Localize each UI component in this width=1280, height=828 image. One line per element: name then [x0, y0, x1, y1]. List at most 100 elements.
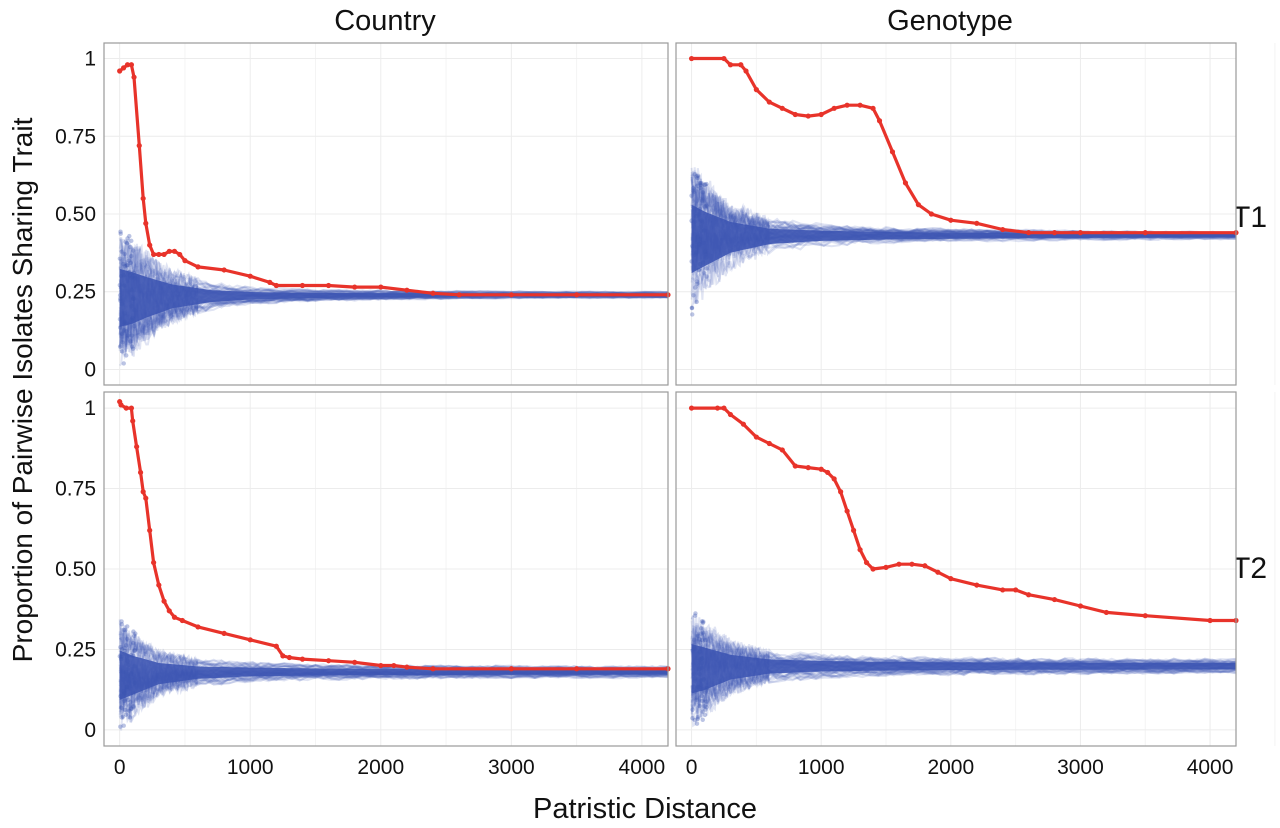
- null-point: [122, 251, 127, 257]
- null-point: [700, 260, 706, 265]
- null-point: [131, 705, 136, 710]
- observed-point: [974, 220, 980, 226]
- x-tick-label: 4000: [1187, 756, 1234, 779]
- null-point: [704, 181, 709, 187]
- null-point: [695, 633, 701, 639]
- column-header-genotype: Genotype: [887, 5, 1013, 37]
- observed-point: [156, 251, 162, 258]
- null-point: [121, 273, 126, 278]
- column-header-country: Country: [334, 5, 436, 37]
- null-trace: [118, 295, 669, 360]
- null-point: [117, 282, 123, 288]
- observed-point: [286, 654, 292, 661]
- null-trace: [118, 673, 669, 716]
- null-point: [703, 690, 708, 695]
- null-point: [696, 267, 702, 272]
- observed-point: [863, 559, 870, 566]
- x-tick-label: 1000: [798, 756, 845, 779]
- null-point: [697, 206, 703, 212]
- null-point: [130, 248, 136, 253]
- null-point: [698, 182, 703, 187]
- null-point: [119, 619, 124, 624]
- null-point: [119, 249, 124, 254]
- observed-point: [391, 662, 397, 669]
- null-point: [119, 301, 125, 307]
- observed-point: [766, 99, 772, 105]
- null-point: [118, 298, 123, 303]
- x-axis-label: Patristic Distance: [533, 793, 757, 825]
- null-point: [694, 721, 700, 726]
- observed-point: [378, 662, 384, 669]
- null-trace: [118, 295, 669, 353]
- null-point: [132, 275, 138, 281]
- observed-point: [404, 287, 410, 293]
- null-trace: [118, 238, 669, 295]
- null-point: [698, 631, 704, 636]
- null-point: [123, 712, 129, 717]
- null-point: [119, 715, 124, 720]
- observed-point: [147, 242, 153, 248]
- null-point: [125, 333, 131, 338]
- null-point: [694, 695, 699, 700]
- observed-point: [714, 405, 721, 411]
- null-point: [697, 703, 702, 709]
- null-point: [703, 637, 708, 643]
- observed-point: [883, 564, 889, 570]
- null-point: [120, 340, 125, 345]
- null-point: [697, 657, 703, 662]
- null-point: [696, 241, 702, 247]
- observed-point: [935, 569, 941, 575]
- observed-point: [143, 495, 149, 501]
- observed-point: [166, 608, 172, 614]
- null-point: [702, 204, 707, 209]
- null-point: [125, 236, 130, 241]
- y-axis-label: Proportion of Pairwise Isolates Sharing …: [7, 117, 38, 662]
- null-point: [691, 671, 696, 677]
- null-point: [692, 172, 697, 177]
- null-trace: [118, 249, 669, 295]
- observed-point: [1077, 230, 1084, 236]
- null-point: [700, 717, 705, 722]
- null-trace: [118, 672, 669, 709]
- observed-point: [1000, 226, 1006, 233]
- panel-country-t1: 0 0.25 0.50 0.75 1: [55, 42, 708, 386]
- null-point: [702, 182, 708, 187]
- observed-point: [721, 55, 727, 62]
- observed-point: [896, 561, 902, 567]
- null-point: [127, 233, 132, 239]
- observed-point: [1077, 603, 1084, 609]
- x-tick-label: 2000: [357, 756, 404, 779]
- null-point: [121, 320, 127, 325]
- panel-genotype-t1: [675, 42, 1276, 386]
- null-point: [691, 293, 696, 298]
- null-point: [700, 709, 705, 714]
- observed-point: [325, 282, 332, 289]
- observed-point: [195, 264, 201, 270]
- null-point: [124, 685, 130, 690]
- observed-point: [805, 465, 811, 471]
- observed-point: [352, 659, 358, 665]
- null-point: [121, 327, 127, 333]
- null-trace: [118, 294, 669, 352]
- observed-point: [131, 74, 137, 80]
- observed-point: [247, 637, 253, 643]
- null-point: [132, 633, 137, 639]
- observed-point: [128, 62, 135, 68]
- observed-series: [688, 405, 1239, 624]
- null-point: [699, 656, 705, 661]
- null-point: [695, 183, 700, 189]
- null-point: [124, 636, 130, 642]
- null-point: [118, 325, 123, 330]
- observed-point: [831, 105, 837, 111]
- observed-point: [831, 476, 837, 482]
- null-point: [127, 715, 133, 720]
- null-point: [700, 190, 705, 195]
- null-point: [692, 676, 698, 681]
- null-point: [122, 690, 128, 696]
- observed-point: [857, 102, 863, 108]
- null-point: [120, 714, 126, 719]
- null-point: [124, 654, 130, 660]
- null-trace: [118, 673, 669, 724]
- null-point: [128, 253, 134, 259]
